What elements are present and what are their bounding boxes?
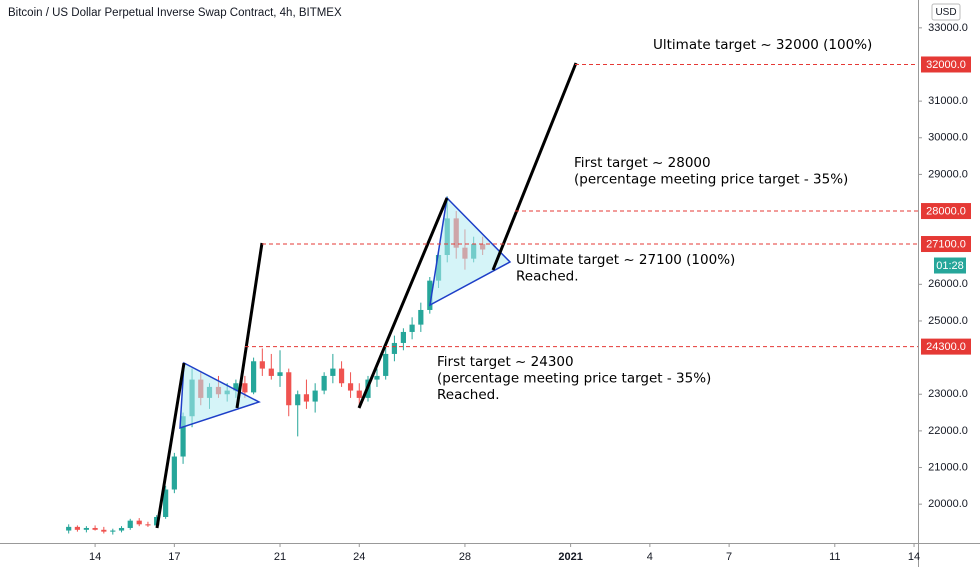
y-tick-label: 22000.0 — [928, 425, 968, 437]
trend-line — [491, 62, 578, 271]
x-tick-label: 21 — [274, 551, 286, 563]
x-tick-label: 4 — [647, 551, 653, 563]
price-level-box — [921, 203, 971, 220]
candle-body — [295, 394, 301, 406]
candle-body — [312, 390, 318, 402]
countdown: 01:28 — [936, 260, 964, 272]
y-tick-label: 20000.0 — [928, 498, 968, 510]
annotation: (percentage meeting price target - 35%) — [437, 371, 711, 387]
y-tick-label: 33000.0 — [928, 22, 968, 34]
candle-body — [338, 368, 345, 384]
candle-body — [163, 489, 169, 517]
trend-line — [357, 197, 449, 409]
candle-body — [233, 383, 239, 391]
candle-body — [101, 529, 107, 532]
candle-body — [347, 383, 354, 391]
candle-body — [66, 526, 72, 531]
candle-body — [286, 372, 292, 406]
candle-body — [145, 524, 151, 526]
candle-body — [110, 530, 116, 532]
candle-body — [330, 368, 336, 376]
countdown-box — [934, 257, 966, 274]
currency: USD — [935, 7, 956, 18]
annotation: Ultimate target ~ 32000 (100%) — [653, 37, 872, 53]
price-level-box — [921, 236, 971, 253]
candle-body — [136, 520, 142, 525]
y-tick-label: 31000.0 — [928, 95, 968, 107]
price-level-label: 28000.0 — [926, 205, 966, 217]
annotation: Reached. — [437, 387, 500, 403]
candle-body — [180, 416, 186, 457]
trend-line — [235, 242, 264, 409]
x-tick-label: 14 — [908, 551, 920, 563]
currency-box — [931, 3, 961, 21]
price-level-box — [921, 338, 971, 355]
candle-body — [383, 353, 389, 376]
overlay: 33000.0 31000.0 30000.0 29000.0 26000.0 25000… — [89, 22, 971, 563]
candle-body — [74, 526, 81, 530]
x-tick-label: 24 — [353, 551, 365, 563]
annotation: First target ~ 24300 — [437, 354, 574, 370]
annotation: Ultimate target ~ 27100 (100%) — [516, 252, 735, 268]
candle-body — [92, 527, 98, 530]
candle-body — [118, 527, 125, 531]
time-axis — [0, 543, 918, 567]
annotation: First target ~ 28000 — [574, 155, 711, 171]
candle-body — [418, 309, 424, 325]
chart-title: Bitcoin / US Dollar Perpetual Inverse Sw… — [8, 7, 342, 19]
candle-body — [171, 456, 177, 490]
triangle-pattern — [179, 361, 261, 430]
price-level-label: 27100.0 — [926, 238, 966, 250]
candle-body — [374, 375, 380, 380]
candle-body — [321, 375, 327, 391]
y-tick-label: 30000.0 — [928, 132, 968, 144]
candle-body — [277, 372, 283, 376]
x-tick-label: 7 — [726, 551, 732, 563]
annotation: Reached. — [516, 269, 579, 285]
price-level-label: 24300.0 — [926, 341, 966, 353]
y-tick-label: 29000.0 — [928, 168, 968, 180]
candle-body — [127, 520, 133, 528]
y-tick-label: 23000.0 — [928, 388, 968, 400]
candle-body — [303, 394, 310, 402]
x-tick-label: 17 — [168, 551, 180, 563]
price-level-label: 32000.0 — [926, 59, 966, 71]
y-tick-label: 26000.0 — [928, 278, 968, 290]
candle-body — [268, 368, 274, 376]
x-tick-label: 14 — [89, 551, 101, 563]
candle-body — [259, 361, 265, 369]
y-tick-label: 21000.0 — [928, 461, 968, 473]
candle-body — [242, 383, 248, 393]
x-tick-label: 28 — [459, 551, 471, 563]
triangle-pattern — [429, 196, 512, 307]
price-axis — [918, 0, 980, 567]
candle-body — [400, 331, 406, 343]
annotation: (percentage meeting price target - 35%) — [574, 172, 848, 188]
trend-line — [155, 362, 186, 529]
candle-body — [356, 390, 362, 398]
price-level-box — [921, 56, 971, 73]
candle-body — [409, 324, 415, 332]
candle-body — [391, 342, 398, 354]
y-tick-label: 25000.0 — [928, 315, 968, 327]
x-tick-label: 2021 — [558, 551, 582, 563]
candle-body — [427, 280, 433, 310]
drawings — [155, 62, 578, 529]
candle-body — [83, 527, 89, 530]
x-tick-label: 11 — [829, 551, 840, 563]
candle-body — [251, 361, 257, 393]
